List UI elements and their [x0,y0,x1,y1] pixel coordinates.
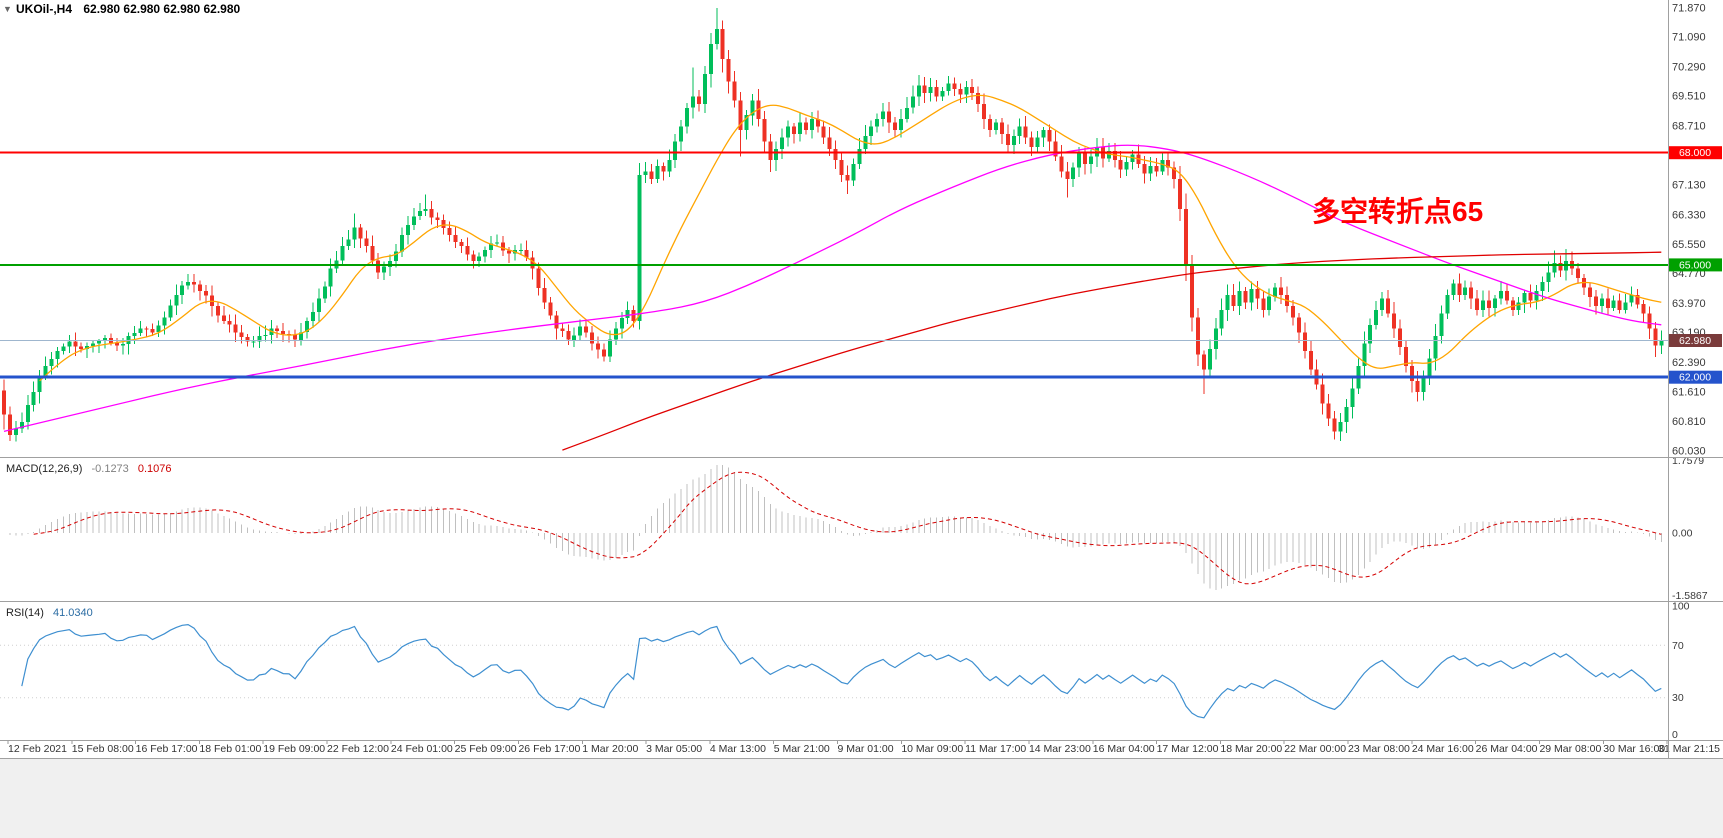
price-axis-label: 60.810 [1672,416,1706,428]
macd-indicator-title: MACD(12,26,9) -0.1273 0.1076 [6,463,172,475]
time-label: 4 Mar 13:00 [710,743,766,755]
macd-label: MACD(12,26,9) [6,463,82,475]
ma-slow-red-line [562,251,1662,451]
price-axis-label: 68.710 [1672,121,1706,133]
price-axis-label: 71.090 [1672,32,1706,44]
price-badge-65.000[interactable] [1669,258,1722,272]
macd-axis-label: -1.5867 [1672,590,1708,602]
time-label: 19 Feb 09:00 [263,743,325,755]
time-label: 23 Mar 08:00 [1348,743,1410,755]
time-label: 26 Feb 17:00 [518,743,580,755]
price-badge-62.000[interactable] [1669,370,1722,384]
ma-fast-orange-line [39,94,1662,382]
time-label: 16 Mar 04:00 [1093,743,1155,755]
time-label: 24 Mar 16:00 [1412,743,1474,755]
time-label: 14 Mar 23:00 [1029,743,1091,755]
time-label: 11 Mar 17:00 [965,743,1026,755]
rsi-axis-label: 0 [1672,729,1678,741]
price-axis-label: 69.510 [1672,91,1706,103]
price-badge-label: 68.000 [1679,147,1711,159]
rsi-value: 41.0340 [53,607,93,619]
bottom-margin [0,759,1723,838]
macd-axis-label: 0.00 [1672,528,1693,540]
ma-mid-magenta-line [3,144,1662,433]
time-label: 3 Mar 05:00 [646,743,702,755]
time-label: 5 Mar 21:00 [774,743,830,755]
price-axis-label: 67.130 [1672,180,1706,192]
ohlc-values: 62.980 62.980 62.980 62.980 [83,2,240,16]
chart-title: UKOil-,H4 62.980 62.980 62.980 62.980 [16,2,241,16]
time-label: 25 Feb 09:00 [455,743,517,755]
time-label: 12 Feb 2021 [8,743,67,755]
macd-signal-line [33,471,1662,585]
rsi-axis-label: 70 [1672,640,1684,652]
price-axis-label: 60.030 [1672,445,1706,457]
macd-axis-label: 1.7579 [1672,455,1704,467]
rsi-label: RSI(14) [6,607,44,619]
time-label: 24 Feb 01:00 [391,743,453,755]
time-label: 18 Feb 01:00 [199,743,261,755]
time-label: 9 Mar 01:00 [838,743,894,755]
price-axis-label: 62.390 [1672,357,1706,369]
rsi-axis-label: 30 [1672,692,1684,704]
time-label: 29 Mar 08:00 [1539,743,1601,755]
rsi-line [21,623,1662,719]
time-label: 16 Feb 17:00 [136,743,198,755]
rsi-indicator-title: RSI(14) 41.0340 [6,607,93,619]
price-axis-label: 63.970 [1672,298,1706,310]
macd-main-value: -0.1273 [91,463,128,475]
one-click-trading-arrow-icon[interactable]: ▼ [3,4,12,14]
price-axis-label: 71.870 [1672,2,1706,14]
price-badge-label: 62.980 [1679,335,1711,347]
symbol-timeframe-label: UKOil-,H4 [16,2,72,16]
price-axis-label: 65.550 [1672,239,1706,251]
macd-signal-value: 0.1076 [138,463,172,475]
time-label: 22 Feb 12:00 [327,743,389,755]
time-label: 26 Mar 04:00 [1476,743,1538,755]
time-label: 10 Mar 09:00 [901,743,963,755]
time-label: 22 Mar 00:00 [1284,743,1346,755]
time-label: 30 Mar 16:00 [1603,743,1665,755]
macd-histogram [9,464,1662,590]
price-axis-label: 70.290 [1672,61,1706,73]
price-axis-label: 61.610 [1672,386,1706,398]
time-label: 31 Mar 21:15 [1658,743,1720,755]
time-label: 17 Mar 12:00 [1157,743,1219,755]
price-badge-label: 62.000 [1679,372,1711,384]
rsi-axis-label: 100 [1672,601,1690,613]
time-label: 1 Mar 20:00 [582,743,638,755]
price-badge-68.000[interactable] [1669,146,1722,160]
price-badge-label: 65.000 [1679,259,1711,271]
price-badge-62.980[interactable] [1669,334,1722,347]
annotation-text[interactable]: 多空转折点65 [1312,195,1483,227]
time-label: 15 Feb 08:00 [72,743,134,755]
time-label: 18 Mar 20:00 [1220,743,1282,755]
price-axis-label: 66.330 [1672,210,1706,222]
